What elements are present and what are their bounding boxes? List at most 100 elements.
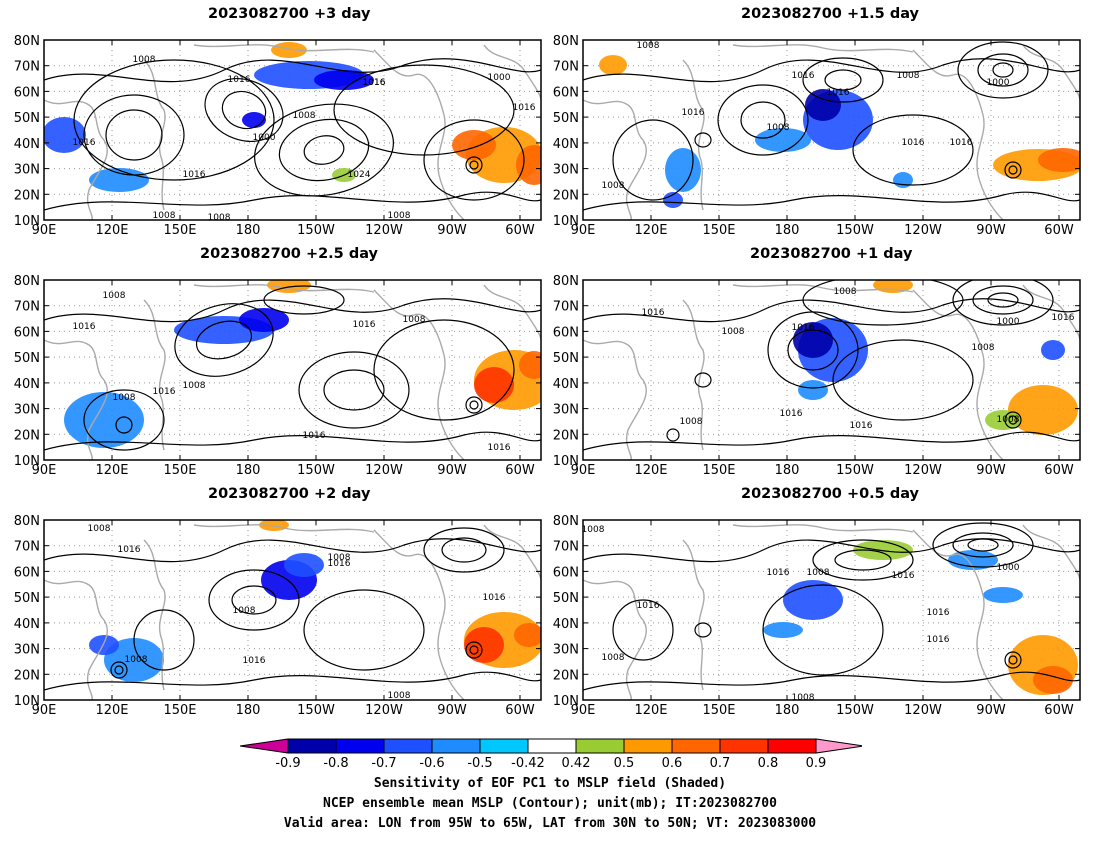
map-svg-p6: 1008 1016 1008 1016 1016 1000 1016 1016 1008 1008… xyxy=(553,514,1081,718)
mslp-contour xyxy=(441,537,487,563)
x-tick-label: 150W xyxy=(297,703,335,718)
colorbar-label: -0.9 xyxy=(275,756,300,770)
mslp-contour xyxy=(832,339,974,421)
colorbar-box xyxy=(719,738,769,754)
contour-label: 1016 xyxy=(243,656,266,666)
mslp-contour xyxy=(1004,651,1022,669)
x-tick-label: 120E xyxy=(95,463,128,478)
colorbar-label: -0.42 xyxy=(511,756,545,770)
coastline xyxy=(732,284,914,293)
mslp-contour xyxy=(114,665,124,675)
contour-label: 1008 xyxy=(388,691,411,701)
map-frame xyxy=(43,519,542,701)
x-tick-label: 90E xyxy=(571,703,596,718)
contour-label: 1008 xyxy=(153,211,176,221)
x-tick-label: 150E xyxy=(702,223,735,238)
caption-line-3: Valid area: LON from 95W to 65W, LAT fro… xyxy=(283,816,817,831)
mslp-contour xyxy=(694,372,712,388)
y-tick-label: 70N xyxy=(553,60,579,75)
sensitivity-shade xyxy=(893,172,913,188)
y-tick-label: 70N xyxy=(553,300,579,315)
y-tick-label: 60N xyxy=(14,325,40,340)
coastline xyxy=(583,339,647,460)
y-tick-label: 20N xyxy=(553,668,579,683)
contour-label: 1008 xyxy=(680,417,703,427)
contour-label: 1016 xyxy=(363,78,386,88)
x-tick-label: 120W xyxy=(365,223,403,238)
mslp-contour xyxy=(952,532,1014,558)
contour-label: 1000 xyxy=(997,563,1020,573)
panel-title-p6: 2023082700 +0.5 day xyxy=(741,486,919,502)
x-tick-label: 90W xyxy=(437,223,467,238)
colorbar-label: 0.9 xyxy=(806,756,827,770)
y-tick-label: 50N xyxy=(553,591,579,606)
map-frame xyxy=(43,39,542,221)
sensitivity-shade xyxy=(242,112,266,128)
y-tick-label: 50N xyxy=(553,111,579,126)
y-tick-label: 30N xyxy=(14,643,40,658)
map-frame xyxy=(582,519,1081,701)
map-panel-p4: 1008 1016 1008 1016 1000 1016 1008 1016 1016 1008… xyxy=(553,274,1081,478)
sensitivity-shade xyxy=(755,128,811,152)
mslp-contour xyxy=(465,396,483,414)
x-tick-label: 90W xyxy=(976,223,1006,238)
mslp-contour xyxy=(834,549,892,571)
contour-label: 1016 xyxy=(353,320,376,330)
contour-label: 1016 xyxy=(228,75,251,85)
y-tick-label: 60N xyxy=(553,565,579,580)
caption-line-1: Sensitivity of EOF PC1 to MSLP field (Sh… xyxy=(373,776,727,791)
x-tick-label: 90W xyxy=(976,463,1006,478)
map-frame xyxy=(582,279,1081,461)
mslp-contour xyxy=(583,538,1080,563)
mslp-contour xyxy=(110,661,128,679)
x-tick-label: 90W xyxy=(437,463,467,478)
contour-label: 1000 xyxy=(987,78,1010,88)
coastline xyxy=(583,99,647,220)
sensitivity-shade xyxy=(89,635,119,655)
x-tick-label: 90E xyxy=(571,223,596,238)
y-tick-label: 20N xyxy=(14,188,40,203)
panel-title-p1: 2023082700 +3 day xyxy=(208,6,371,22)
coastline xyxy=(732,524,914,533)
coastline xyxy=(912,529,1004,700)
mslp-contour xyxy=(1004,411,1022,429)
colorbar-label: 0.6 xyxy=(662,756,683,770)
mslp-contour xyxy=(666,428,680,442)
x-tick-label: 120W xyxy=(365,703,403,718)
mslp-contour xyxy=(762,584,884,676)
contour-label: 1008 xyxy=(767,123,790,133)
map-svg-p3: 1008 1016 1016 1008 1008 1016 1008 1016 1016 80N 7… xyxy=(14,274,542,478)
y-tick-label: 40N xyxy=(14,377,40,392)
x-tick-label: 120W xyxy=(365,463,403,478)
x-tick-label: 120E xyxy=(634,223,667,238)
panel-title-p4: 2023082700 +1 day xyxy=(750,246,913,262)
mslp-contour xyxy=(44,191,541,211)
contour-label: 1008 xyxy=(233,606,256,616)
x-tick-label: 180 xyxy=(236,463,261,478)
x-tick-label: 60W xyxy=(505,703,535,718)
mslp-contour xyxy=(469,160,479,170)
contour-label: 1016 xyxy=(792,323,815,333)
coastline xyxy=(483,44,541,101)
sensitivity-shade xyxy=(665,148,701,192)
mslp-contour xyxy=(174,303,274,377)
colorbar-label: -0.7 xyxy=(371,756,396,770)
coastline xyxy=(682,539,705,691)
coastline xyxy=(373,289,465,460)
mslp-contour xyxy=(195,320,253,360)
sensitivity-shade xyxy=(64,392,144,448)
y-tick-label: 80N xyxy=(553,514,579,529)
x-tick-label: 120E xyxy=(634,703,667,718)
contour-label: 1008 xyxy=(293,111,316,121)
colorbar-label: 0.5 xyxy=(614,756,635,770)
y-tick-label: 30N xyxy=(14,403,40,418)
x-tick-label: 120E xyxy=(95,703,128,718)
y-tick-label: 20N xyxy=(553,188,579,203)
mslp-contour xyxy=(612,599,674,661)
mslp-contour xyxy=(612,119,694,201)
contour-label: 1016 xyxy=(363,78,386,88)
mslp-contour xyxy=(208,569,300,631)
y-tick-label: 10N xyxy=(553,454,579,469)
mslp-contour xyxy=(221,90,267,130)
mslp-contour xyxy=(583,298,1080,323)
